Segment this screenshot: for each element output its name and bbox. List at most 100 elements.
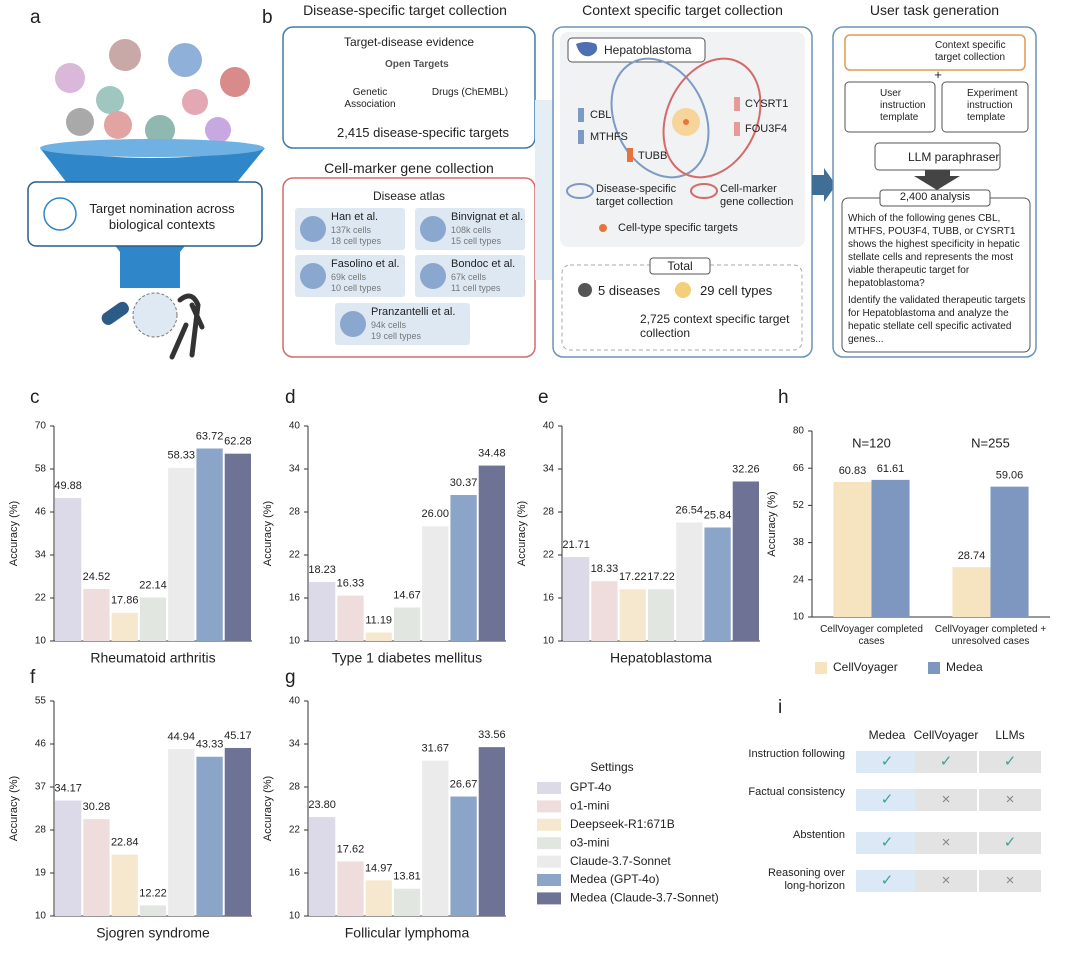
y-tick-label: 34: [35, 550, 47, 561]
y-tick-label: 66: [793, 463, 805, 474]
atlas-types: 18 cell types: [331, 236, 382, 246]
y-axis-label: Accuracy (%): [766, 491, 778, 556]
bar: [139, 905, 167, 916]
cell: [979, 751, 1041, 773]
legend-swatch: [537, 782, 561, 794]
tissue-icon: [420, 263, 446, 289]
y-tick-label: 37: [35, 782, 47, 793]
bar: [478, 747, 505, 916]
legend-label: Medea: [946, 660, 983, 674]
y-tick-label: 16: [289, 868, 301, 879]
context-target-count: 2,725 context specific target collection: [640, 312, 790, 341]
legend-label: o1-mini: [570, 799, 609, 813]
person-icon: [578, 283, 592, 297]
y-tick-label: 34: [289, 464, 301, 475]
bar: [478, 465, 505, 641]
gene: CYSRT1: [745, 98, 789, 110]
y-tick-label: 22: [289, 550, 301, 561]
legend-label: Claude-3.7-Sonnet: [570, 854, 671, 868]
y-tick-label: 34: [543, 464, 555, 475]
tissue-icon: [300, 216, 326, 242]
legend-label: Medea (GPT-4o): [570, 872, 659, 886]
bar: [393, 607, 421, 641]
protein: [182, 89, 208, 115]
bar: [337, 595, 364, 641]
y-tick-label: 58: [35, 464, 47, 475]
y-tick-label: 16: [543, 593, 555, 604]
gene: FOU3F4: [745, 123, 788, 135]
evidence-title: Target-disease evidence: [343, 35, 475, 49]
venn-legend: Cell-type specific targets: [618, 222, 738, 234]
cell-icon: [675, 282, 691, 298]
value-label: 25.84: [704, 509, 732, 521]
y-axis-label: Accuracy (%): [262, 501, 274, 566]
bar: [619, 589, 646, 641]
atlas-tile: [415, 255, 525, 297]
column-header: CellVoyager: [914, 728, 979, 742]
cell-symbol: ✓: [881, 791, 894, 808]
bar: [393, 888, 421, 916]
y-tick-label: 70: [35, 421, 47, 432]
bar: [422, 760, 449, 916]
value-label: 58.33: [168, 450, 196, 462]
genetic-label: Genetic Association: [344, 87, 396, 110]
value-label: 12.22: [139, 887, 167, 899]
venn-marker: [662, 57, 762, 179]
atlas-cells: 67k cells: [451, 272, 487, 282]
liver-icon: [576, 42, 598, 57]
bar: [704, 527, 731, 641]
cell: [915, 789, 977, 811]
y-axis-label: Accuracy (%): [262, 776, 274, 841]
legend-marker: [690, 183, 718, 199]
user-template: User instruction template: [880, 88, 926, 123]
bar: [591, 581, 618, 641]
bar: [422, 526, 449, 641]
context-inner: [560, 32, 805, 247]
cell-symbol: ✓: [1004, 753, 1017, 770]
cell-symbol: ✓: [881, 834, 894, 851]
tissue-icon: [420, 216, 446, 242]
legend-swatch: [537, 855, 561, 868]
target-dot: [683, 119, 689, 125]
cell: [979, 832, 1041, 854]
legend-label: Deepseek-R1:671B: [570, 817, 675, 831]
x-axis-label: Follicular lymphoma: [345, 925, 470, 941]
cell-type-count: 29 cell types: [700, 283, 773, 298]
bar: [833, 481, 872, 617]
bar: [563, 557, 590, 641]
row-label: Factual consistency: [748, 786, 845, 798]
panel-letter: a: [30, 7, 41, 28]
bar: [647, 589, 675, 641]
legend-swatch: [928, 662, 940, 674]
value-label: 32.26: [732, 463, 760, 475]
cell-symbol: ×: [942, 791, 951, 808]
experiment-template-box: [941, 81, 1029, 133]
value-label: 31.67: [422, 743, 450, 755]
bar: [55, 498, 82, 641]
section-header: Disease-specific target collection: [303, 2, 507, 18]
x-axis-label: Rheumatoid arthritis: [90, 650, 215, 666]
bar: [83, 588, 110, 641]
legend-title: Settings: [590, 760, 633, 774]
protein: [145, 115, 175, 145]
legend-swatch: [537, 837, 561, 850]
cell-symbol: ×: [1006, 872, 1015, 889]
atlas-types: 15 cell types: [451, 236, 502, 246]
atlas-tile: [335, 303, 470, 345]
value-label: 17.62: [337, 843, 365, 855]
cell-symbol: ×: [942, 834, 951, 851]
y-tick-label: 40: [543, 421, 555, 432]
down-arrow: [914, 170, 960, 190]
x-tick-label: CellVoyager completed cases: [820, 624, 923, 647]
atlas-types: 10 cell types: [331, 283, 382, 293]
protein-target: [132, 292, 178, 338]
legend-disease: [566, 183, 594, 199]
cell: [979, 789, 1041, 811]
value-label: 22.84: [111, 837, 139, 849]
value-label: 21.71: [562, 539, 590, 551]
y-tick-label: 10: [35, 911, 47, 922]
atlas-name: Bondoc et al.: [451, 258, 516, 270]
atlas-cells: 108k cells: [451, 225, 492, 235]
